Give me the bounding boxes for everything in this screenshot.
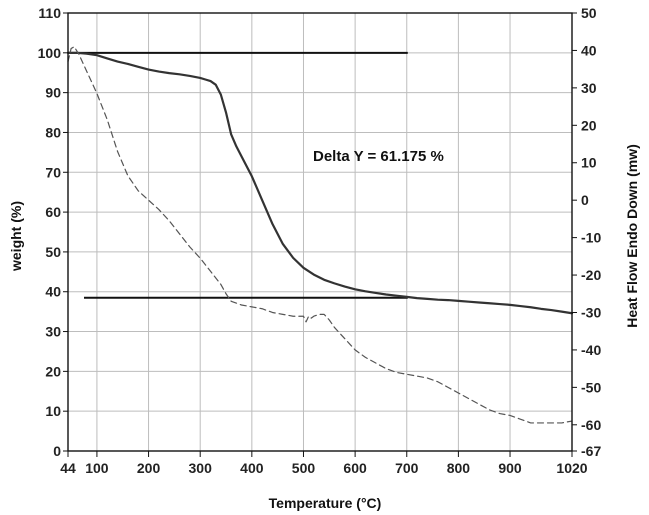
x-tick-label: 600 (343, 460, 367, 476)
right-y-tick-label: -10 (581, 230, 601, 246)
reference-lines (68, 51, 408, 299)
left-y-tick-label: 70 (45, 164, 61, 180)
right-y-tick-label: 20 (581, 117, 597, 133)
x-tick-label: 300 (189, 460, 213, 476)
x-axis-title: Temperature (°C) (269, 495, 382, 511)
x-tick-label: 44 (60, 460, 76, 476)
left-y-axis-title: weight (%) (8, 201, 24, 272)
left-y-tick-label: 10 (45, 403, 61, 419)
x-tick-label: 900 (498, 460, 522, 476)
right-y-tick-label: -40 (581, 342, 601, 358)
x-tick-label: 100 (85, 460, 109, 476)
x-tick-label: 200 (137, 460, 161, 476)
left-y-tick-label: 0 (53, 443, 61, 459)
right-y-tick-label: 50 (581, 5, 597, 21)
left-y-tick-label: 20 (45, 363, 61, 379)
right-y-tick-label: 40 (581, 42, 597, 58)
left-y-tick-label: 90 (45, 85, 61, 101)
right-y-tick-label: -20 (581, 267, 601, 283)
x-tick-label: 800 (447, 460, 471, 476)
x-tick-label: 700 (395, 460, 419, 476)
left-y-tick-label: 40 (45, 284, 61, 300)
x-tick-label: 400 (240, 460, 264, 476)
right-y-tick-label: -60 (581, 417, 601, 433)
left-y-tick-label: 30 (45, 324, 61, 340)
left-y-tick-label: 60 (45, 204, 61, 220)
series-layer (66, 46, 574, 424)
left-y-tick-label: 50 (45, 244, 61, 260)
tick-labels: 44 100 200 300 400 500 600 700 800 900 10200102030… (38, 5, 602, 476)
weight-solid-series (66, 51, 574, 315)
plot-frame (67, 12, 573, 452)
x-tick-label: 500 (292, 460, 316, 476)
right-y-tick-label: 30 (581, 80, 597, 96)
right-y-axis-title: Heat Flow Endo Down (mw) (624, 144, 640, 328)
left-y-tick-label: 80 (45, 124, 61, 140)
axis-layer (63, 12, 577, 457)
left-y-tick-label: 110 (38, 5, 61, 21)
right-y-tick-label: -30 (581, 304, 601, 320)
left-y-tick-label: 100 (38, 45, 62, 61)
right-y-tick-label: -50 (581, 379, 601, 395)
heat-flow-dashed-series (67, 46, 573, 424)
x-tick-label: 1020 (556, 460, 587, 476)
delta-y-annotation: Delta Y = 61.175 % (313, 148, 444, 165)
grid-layer (67, 12, 573, 452)
right-y-tick-label: 10 (581, 155, 597, 171)
right-y-tick-label: -67 (581, 443, 601, 459)
right-y-tick-label: 0 (581, 192, 589, 208)
